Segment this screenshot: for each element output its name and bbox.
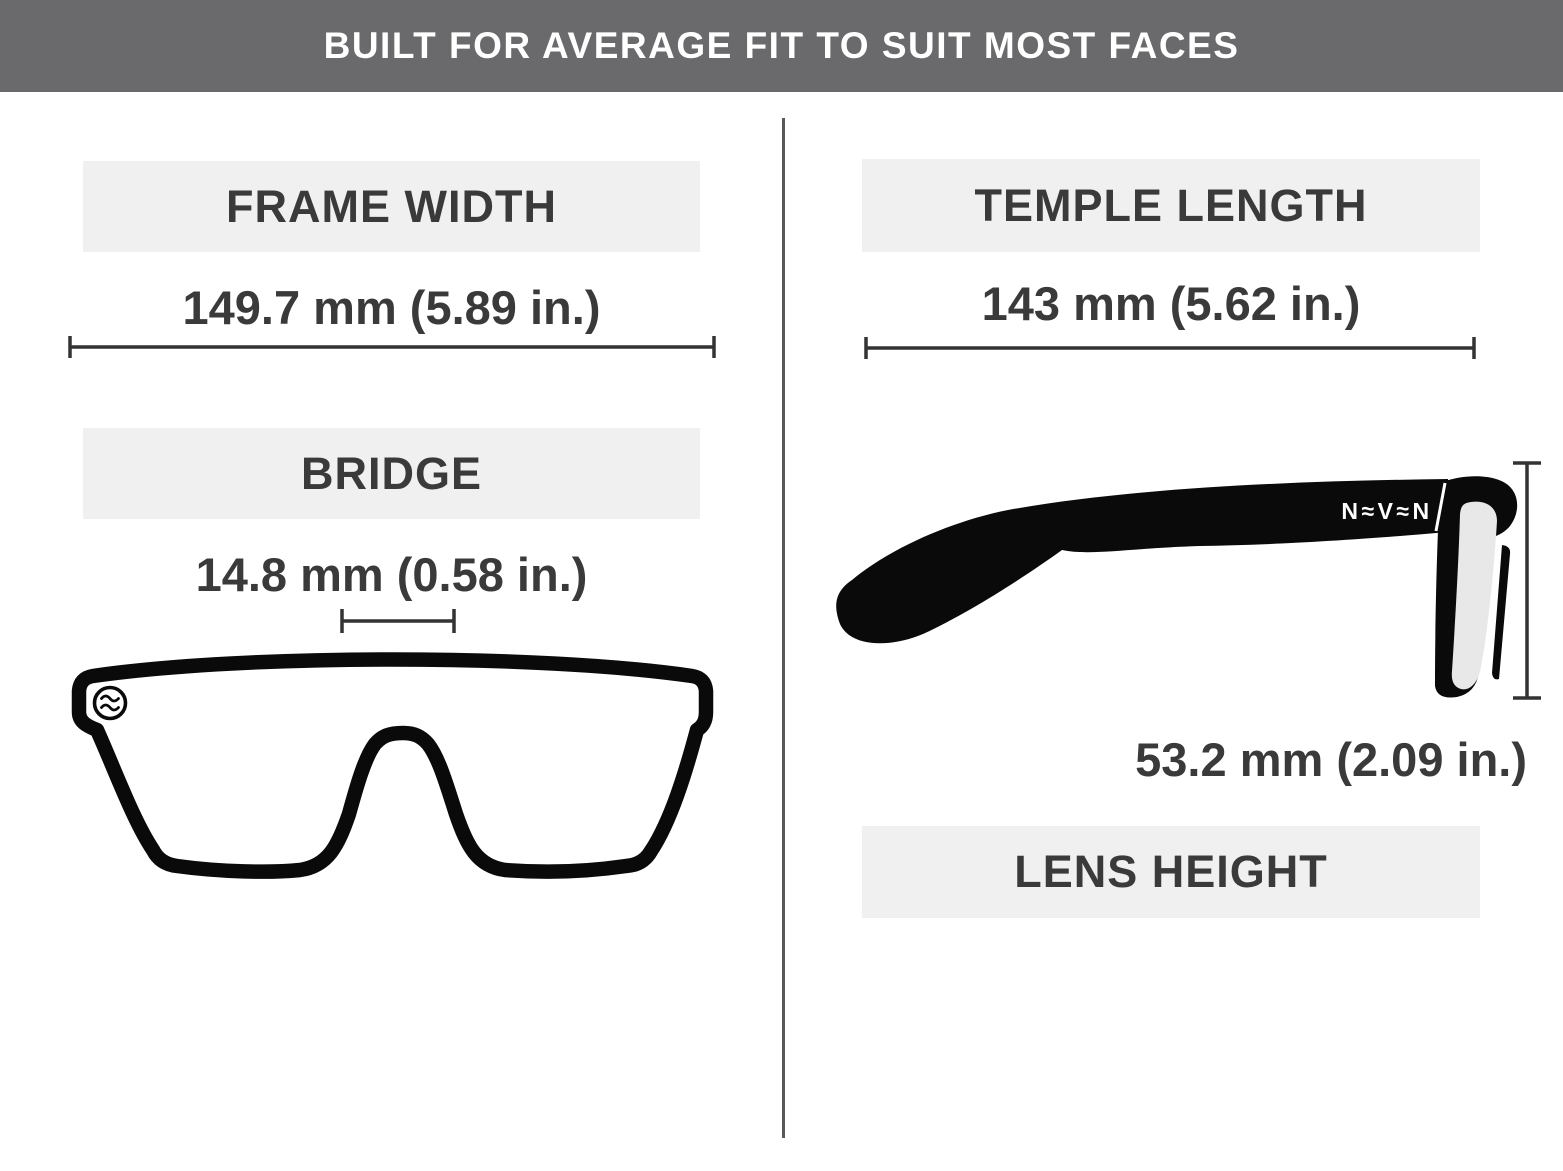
bridge-header-label: BRIDGE xyxy=(300,447,482,499)
neven-wordmark: N≈V≈N xyxy=(1341,498,1432,524)
lens-height-value: 53.2 mm (2.09 in.) xyxy=(1135,733,1527,786)
front-view-sunglasses xyxy=(71,652,714,879)
bridge-measure-line xyxy=(340,609,456,633)
side-view-sunglasses: N≈V≈N xyxy=(836,461,1541,700)
frame-width-header: FRAME WIDTH xyxy=(83,161,700,252)
lens-height-header: LENS HEIGHT xyxy=(862,826,1480,918)
frame-width-header-label: FRAME WIDTH xyxy=(226,180,557,232)
banner-title: BUILT FOR AVERAGE FIT TO SUIT MOST FACES xyxy=(323,25,1240,66)
bridge-header: BRIDGE xyxy=(83,428,700,519)
temple-length-header-label: TEMPLE LENGTH xyxy=(974,179,1368,231)
top-banner: BUILT FOR AVERAGE FIT TO SUIT MOST FACES xyxy=(0,0,1563,92)
lens-height-header-label: LENS HEIGHT xyxy=(1014,846,1328,897)
wave-circle-logo-icon xyxy=(92,685,128,721)
bridge-value: 14.8 mm (0.58 in.) xyxy=(195,548,588,601)
frame-width-measure-line xyxy=(68,336,716,358)
temple-measure-line xyxy=(864,337,1476,359)
lens-height-measure-line xyxy=(1513,461,1541,700)
column-divider xyxy=(782,118,785,1138)
temple-length-header: TEMPLE LENGTH xyxy=(862,159,1480,252)
frame-width-value: 149.7 mm (5.89 in.) xyxy=(182,281,601,334)
temple-length-value: 143 mm (5.62 in.) xyxy=(981,277,1361,330)
